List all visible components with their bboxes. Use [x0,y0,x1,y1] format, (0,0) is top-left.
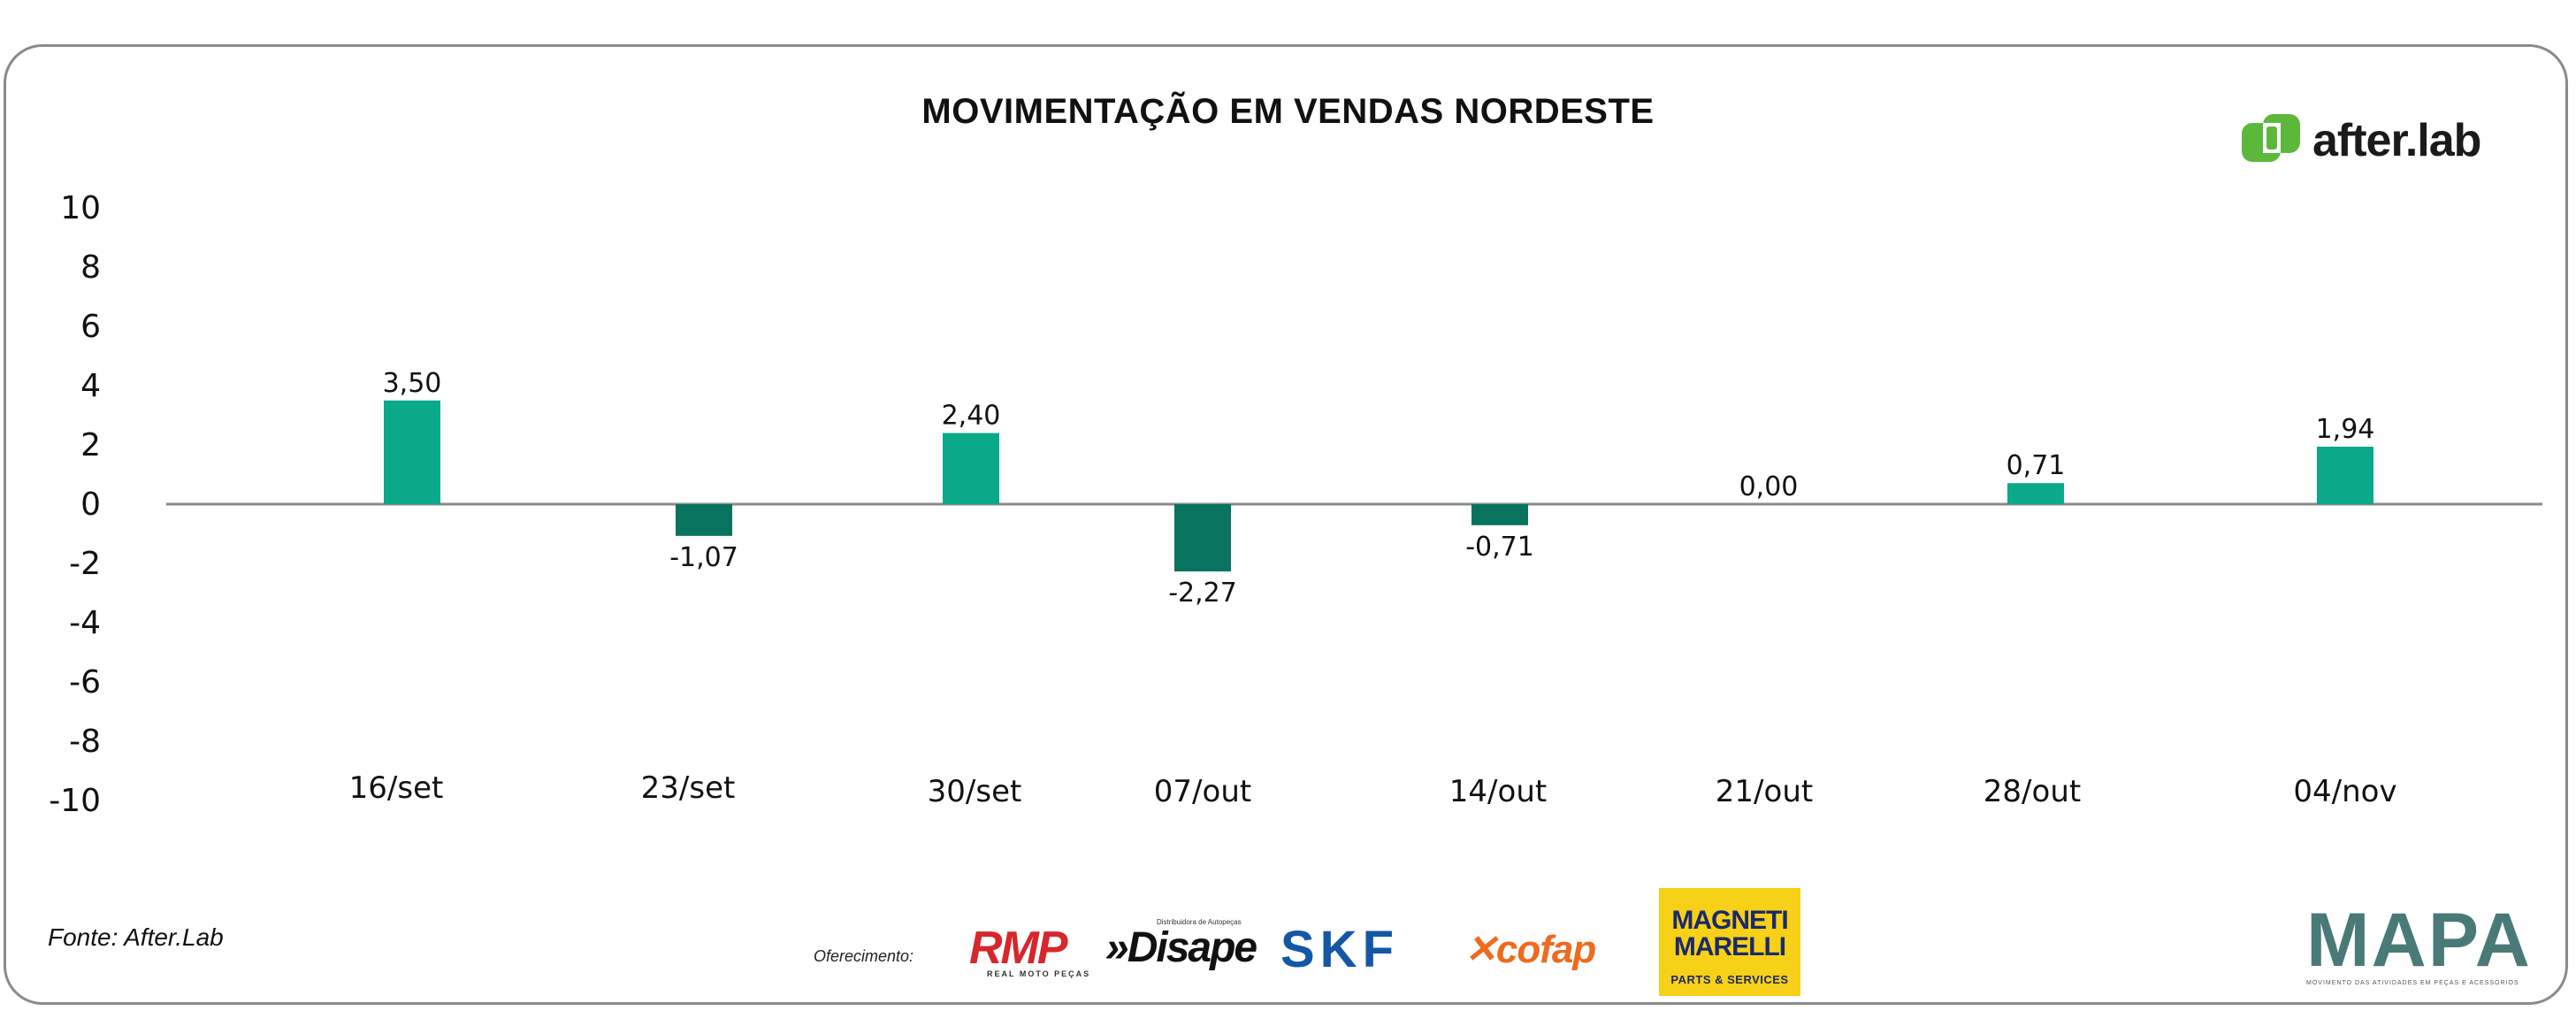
bar [943,433,999,504]
sponsor-disape-text: »Disape [1105,924,1257,971]
sponsor-magneti-marelli-logo: MAGNETI MARELLI PARTS & SERVICES [1659,888,1800,996]
y-tick-label: 8 [80,249,101,286]
y-tick-label: -10 [49,783,101,819]
sponsor-rmp-subtitle: REAL MOTO PEÇAS [987,969,1091,978]
y-tick-label: 0 [80,486,101,523]
mapa-wordmark: MAPA [2306,898,2532,983]
bar-value-label: 3,50 [383,368,442,399]
value-labels-group: 3,50 -1,07 2,40 -2,27 -0,71 0,00 0,71 1,94 [383,368,2375,609]
magneti-line-2: MARELLI [1673,932,1786,961]
bar [676,504,732,536]
bar [2007,483,2064,504]
y-tick-label: 4 [80,368,101,404]
magneti-line-1: MAGNETI [1671,906,1788,935]
sponsor-skf-logo: SKF [1280,921,1399,978]
bar-value-label: 2,40 [942,401,1001,432]
x-tick-label: 21/out [1716,774,1813,809]
x-tick-label: 07/out [1154,774,1251,809]
mapa-logo: MAPA MOVIMENTO DAS ATIVIDADES EM PEÇAS E… [2306,898,2532,986]
sponsor-rmp-text: RMP [969,923,1068,974]
x-tick-label: 28/out [1984,774,2081,809]
bar [1471,504,1528,525]
x-tick-label: 14/out [1449,774,1547,809]
x-tick-label: 04/nov [2293,774,2396,809]
x-tick-label: 23/set [641,770,736,806]
sponsor-rmp-logo: RMP REAL MOTO PEÇAS [969,922,1089,978]
bar [1174,504,1231,572]
magneti-line-3: PARTS & SERVICES [1670,973,1789,986]
y-tick-label: -6 [69,664,101,701]
bar-value-label: -2,27 [1168,578,1237,609]
bar-value-label: 0,71 [2007,450,2066,481]
bars-group [384,400,2373,572]
x-axis-labels: 16/set 23/set 30/set 07/out 14/out 21/out 28/o… [349,770,2397,809]
source-note: Fonte: After.Lab [48,923,224,951]
chart-frame [4,44,2568,1005]
bar-value-label: -1,07 [669,542,738,573]
chart-title: MOVIMENTAÇÃO EM VENDAS NORDESTE [921,92,1655,131]
sponsor-cofap-text: cofap [1495,928,1596,971]
y-tick-label: 2 [80,427,101,463]
bar [2317,447,2373,504]
bar-value-label: -0,71 [1465,532,1534,563]
bar-value-label: 1,94 [2316,414,2375,445]
mapa-tagline: MOVIMENTO DAS ATIVIDADES EM PEÇAS E ACES… [2306,980,2519,986]
x-tick-label: 30/set [928,774,1022,809]
cofap-x-icon: ✕ [1464,928,1497,971]
y-tick-label: -8 [69,724,101,760]
x-tick-label: 16/set [349,770,444,806]
y-tick-label: -2 [69,546,101,582]
sponsor-cofap-logo: ✕cofap [1464,927,1596,972]
y-tick-label: 10 [60,190,101,226]
afterlab-logo: after.lab [2242,110,2481,172]
sponsor-disape-logo: Distribuidora de Autopeças »Disape [1105,918,1257,972]
y-tick-label: 6 [80,309,101,345]
afterlab-logo-icon [2242,114,2304,167]
y-tick-label: -4 [69,605,101,641]
afterlab-wordmark: after.lab [2312,115,2481,166]
sponsor-disape-subtitle: Distribuidora de Autopeças [1157,918,1242,926]
bar [384,400,440,504]
sponsors-label: Oferecimento: [814,947,914,965]
bar-value-label: 0,00 [1739,471,1799,502]
y-axis-labels: 10 8 6 4 2 0 -2 -4 -6 -8 -10 [49,190,101,819]
